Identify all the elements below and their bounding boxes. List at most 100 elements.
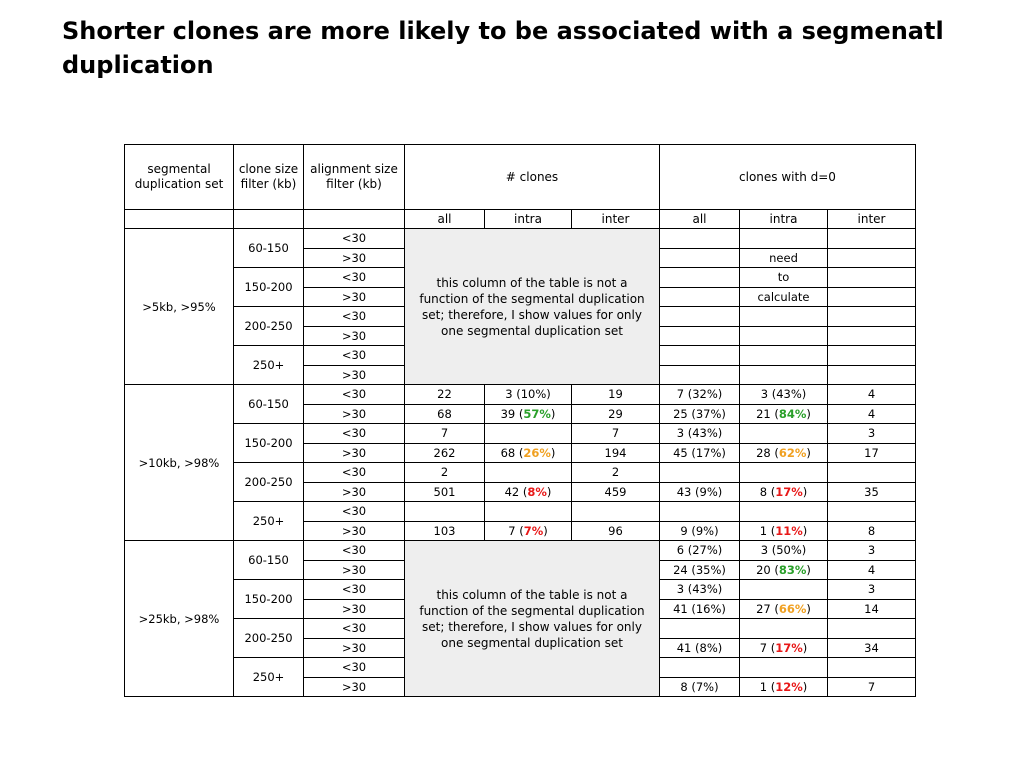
alignment-cell: >30 — [303, 676, 405, 697]
header-segmental-set: segmental duplication set — [124, 144, 234, 210]
d0-intra-cell — [739, 228, 828, 249]
clones-intra-cell — [484, 501, 572, 522]
header-clones-d0: clones with d=0 — [659, 144, 916, 210]
subheader-d0-intra: intra — [739, 209, 828, 229]
alignment-cell: >30 — [303, 442, 405, 463]
highlighted-percent: 26% — [523, 445, 551, 460]
alignment-cell: <30 — [303, 384, 405, 405]
header-clone-size: clone size filter (kb) — [233, 144, 304, 210]
subheader-empty — [233, 209, 304, 229]
data-table: segmental duplication set clone size fil… — [124, 144, 916, 697]
d0-inter-cell — [827, 247, 916, 268]
alignment-cell: <30 — [303, 423, 405, 444]
d0-all-cell — [659, 325, 740, 346]
cell-value: ) — [550, 445, 556, 460]
d0-intra-cell: 1 (11%) — [739, 520, 828, 541]
d0-inter-cell: 4 — [827, 403, 916, 424]
cell-value: 7 ( — [508, 523, 524, 538]
cell-value: ) — [802, 484, 808, 499]
clone-size-cell: 250+ — [233, 345, 304, 385]
cell-value: 68 ( — [500, 445, 524, 460]
highlighted-percent: 84% — [778, 406, 807, 421]
d0-inter-cell: 35 — [827, 481, 916, 502]
highlighted-percent: 7% — [523, 523, 544, 538]
cell-value: 21 ( — [756, 406, 779, 421]
table-row: >30 — [125, 325, 916, 346]
not-applicable-note: this column of the table is not a functi… — [404, 228, 660, 385]
clone-size-cell: 200-250 — [233, 618, 304, 658]
d0-intra-cell — [739, 618, 828, 639]
d0-inter-cell — [827, 345, 916, 366]
table-row: >30 24 (35%) 20 (83%) 4 — [125, 559, 916, 580]
d0-intra-cell — [739, 306, 828, 327]
alignment-cell: >30 — [303, 637, 405, 658]
clone-size-cell: 250+ — [233, 501, 304, 541]
cell-value: 7 ( — [759, 640, 776, 655]
d0-intra-cell — [739, 325, 828, 346]
clones-intra-cell: 68 (26%) — [484, 442, 572, 463]
alignment-cell: <30 — [303, 501, 405, 522]
d0-all-cell: 6 (27%) — [659, 540, 740, 561]
d0-intra-cell — [739, 462, 828, 483]
alignment-cell: <30 — [303, 540, 405, 561]
highlighted-percent: 12% — [775, 679, 803, 694]
d0-intra-cell: calculate — [739, 286, 828, 307]
alignment-cell: >30 — [303, 559, 405, 580]
d0-all-cell — [659, 462, 740, 483]
clone-size-cell: 200-250 — [233, 306, 304, 346]
table-row: >30 8 (7%) 1 (12%) 7 — [125, 676, 916, 697]
d0-intra-cell: 27 (66%) — [739, 598, 828, 619]
clone-size-cell: 150-200 — [233, 423, 304, 463]
d0-all-cell: 43 (9%) — [659, 481, 740, 502]
d0-intra-cell: need — [739, 247, 828, 268]
alignment-cell: <30 — [303, 462, 405, 483]
d0-inter-cell — [827, 501, 916, 522]
clones-all-cell: 262 — [404, 442, 485, 463]
table-row: >30 41 (16%) 27 (66%) 14 — [125, 598, 916, 619]
d0-all-cell — [659, 618, 740, 639]
clones-intra-cell: 7 (7%) — [484, 520, 572, 541]
alignment-cell: >30 — [303, 481, 405, 502]
d0-all-cell: 41 (8%) — [659, 637, 740, 658]
table-row: 200-250 <30 2 2 — [125, 462, 916, 502]
clones-inter-cell: 7 — [571, 423, 660, 444]
header-row: segmental duplication set clone size fil… — [124, 144, 916, 210]
alignment-cell: >30 — [303, 247, 405, 268]
alignment-cell: >30 — [303, 286, 405, 307]
clones-intra-cell: 42 (8%) — [484, 481, 572, 502]
table-row: >5kb, >95% 60-150 <30 this column of the ta… — [124, 228, 916, 385]
d0-inter-cell: 7 — [827, 676, 916, 697]
d0-inter-cell — [827, 228, 916, 249]
d0-all-cell: 41 (16%) — [659, 598, 740, 619]
cell-value: ) — [802, 679, 808, 694]
clones-inter-cell: 96 — [571, 520, 660, 541]
d0-inter-cell — [827, 364, 916, 385]
cell-value: ) — [806, 445, 811, 460]
d0-all-cell — [659, 501, 740, 522]
table-row: >30 need — [125, 247, 916, 268]
slide-title: Shorter clones are more likely to be ass… — [62, 17, 944, 79]
d0-inter-cell: 3 — [827, 579, 916, 600]
subheader-d0-inter: inter — [827, 209, 916, 229]
header-alignment-size: alignment size filter (kb) — [303, 144, 405, 210]
d0-all-cell: 24 (35%) — [659, 559, 740, 580]
d0-inter-cell: 3 — [827, 540, 916, 561]
cell-value: ) — [802, 640, 808, 655]
d0-inter-cell — [827, 657, 916, 678]
cell-value: ) — [806, 601, 811, 616]
d0-intra-cell: 3 (50%) — [739, 540, 828, 561]
d0-all-cell — [659, 228, 740, 249]
alignment-cell: <30 — [303, 228, 405, 249]
d0-all-cell — [659, 267, 740, 288]
clones-intra-cell — [484, 423, 572, 444]
table-row: 200-250 <30 — [125, 306, 916, 346]
subheader-d0-all: all — [659, 209, 740, 229]
table-row: >30 103 7 (7%) 96 9 (9%) 1 (11%) 8 — [125, 520, 916, 541]
header-num-clones: # clones — [404, 144, 660, 210]
clones-all-cell: 2 — [404, 462, 485, 483]
subheader-clones-intra: intra — [484, 209, 572, 229]
clones-intra-cell: 3 (10%) — [484, 384, 572, 405]
d0-intra-cell — [739, 364, 828, 385]
cell-value: ) — [543, 523, 548, 538]
highlighted-percent: 83% — [778, 562, 807, 577]
